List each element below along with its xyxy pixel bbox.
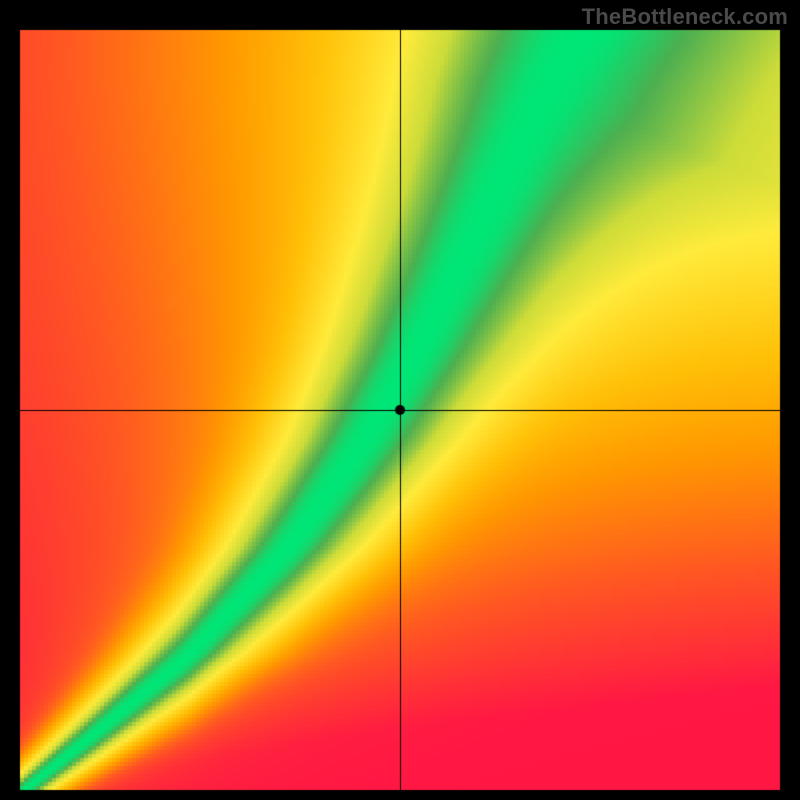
- chart-container: TheBottleneck.com: [0, 0, 800, 800]
- heatmap-canvas: [0, 0, 800, 800]
- watermark-text: TheBottleneck.com: [582, 4, 788, 30]
